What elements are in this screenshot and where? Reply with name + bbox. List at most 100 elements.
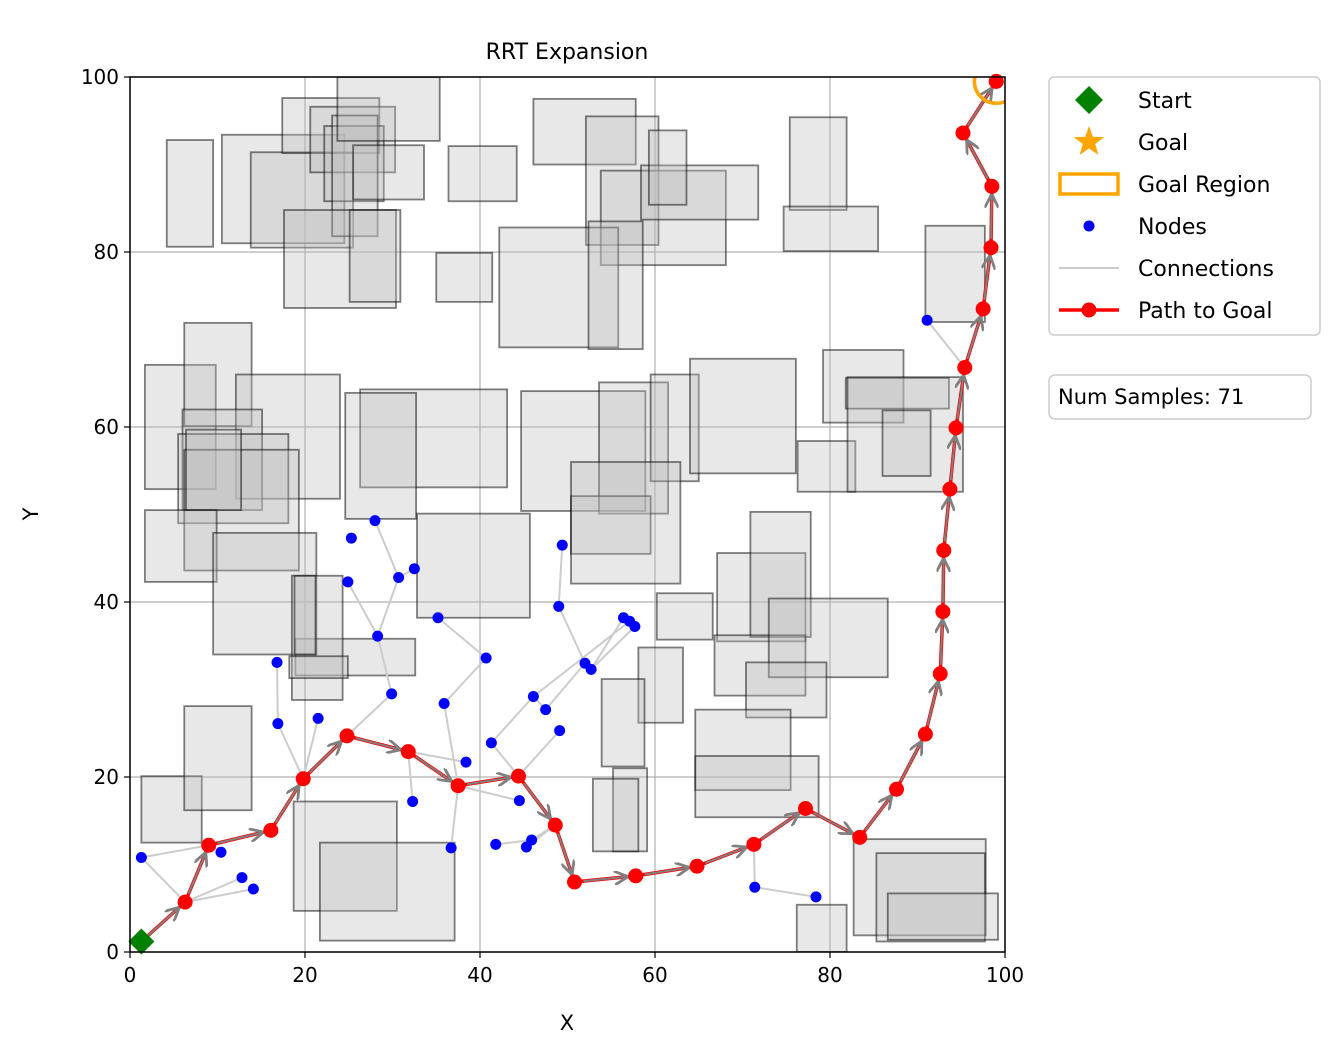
path-node [936,542,952,558]
y-tick-label: 0 [106,940,119,964]
path-arrow [415,755,451,781]
path-node [984,178,1000,194]
y-tick-label: 80 [94,240,119,264]
tree-node [236,872,248,884]
x-tick-label: 20 [292,963,317,987]
tree-node [369,515,381,527]
connection-line [140,856,186,903]
connection-line [184,888,254,904]
connection-line [407,751,414,802]
obstacle-rect [745,661,828,719]
plot-frame [129,76,1006,953]
obstacle-rect [183,705,253,812]
obstacle-rect [796,440,857,493]
tree-node [312,712,324,724]
tree-node [271,656,283,668]
tree-node [408,563,420,575]
goal-group [972,77,1005,105]
path-node [798,801,813,816]
connection-line [376,635,393,695]
tree-node [272,718,284,730]
path-node [547,817,563,833]
tree-node [921,314,933,326]
tree-node [553,600,565,612]
obstacle-rect [600,678,646,768]
tree-node [490,838,502,850]
tree-node [629,621,641,632]
legend-connections: Connections [1059,257,1274,282]
path-node [942,481,958,497]
tree-node [480,652,492,664]
path-arrow [466,778,510,785]
path-node [567,874,582,890]
obstacle-rect [647,129,688,206]
path-node [932,666,948,682]
x-tick-label: 100 [986,963,1024,987]
obstacle-rect [435,251,494,303]
obstacle-rect [288,655,349,680]
connection-line [141,844,209,859]
obstacle-rect [655,592,714,641]
obstacle-rect [359,388,509,489]
path-node [511,768,526,784]
path-arrow [812,811,851,833]
x-axis-label: X [560,1011,574,1035]
connection-line [457,784,520,802]
obstacle-rect [788,116,848,211]
obstacle-rect [293,574,317,656]
path-arrow [941,621,943,665]
tree-node [513,795,525,807]
obstacle-rect [881,409,932,477]
obstacle-rect [782,205,880,253]
obstacle-rect [612,767,649,853]
path-arrow [991,195,992,239]
y-tick-label: 100 [81,65,119,89]
obstacle-rect [598,381,670,515]
obstacle-rect [846,376,964,493]
tree-node [526,834,538,846]
tree-node [485,737,497,749]
obstacle-rect [143,509,218,583]
path-arrow [217,832,263,845]
path-arrow [583,877,626,881]
tree-node [556,539,568,551]
connection-line [450,785,460,848]
path-node [935,604,951,620]
chart-title: RRT Expansion [486,40,649,65]
obstacle-rect [336,77,441,142]
obstacle-rect [292,800,398,912]
connection-line [376,577,400,637]
obstacle-rect [694,755,820,819]
connection-line [754,886,817,898]
tree-node [372,630,384,642]
path-arrow [705,848,745,864]
path-node [400,744,416,760]
connection-line [443,657,487,705]
legend-goal: Goal [1073,126,1188,156]
tree-node [345,532,357,544]
path-arrow [147,908,178,937]
y-tick-label: 40 [94,590,119,614]
legend: Start Goal Goal Region Nodes Connections Path… [1048,76,1321,336]
path-node [983,240,999,256]
path-arrow [557,833,571,874]
legend-label: Connections [1138,257,1274,282]
path-node [177,894,193,910]
obstacle-rect [447,145,518,203]
connection-line [557,545,564,607]
legend-label: Start [1138,89,1192,114]
connection-line [346,581,379,637]
path-arrow [760,814,798,841]
tree-node [215,846,227,858]
obstacle-rect [348,209,402,303]
connection-line [557,605,586,664]
obstacles [140,77,999,952]
obstacle-rect [165,139,215,248]
legend-label: Nodes [1138,215,1207,240]
y-axis-label: Y [19,507,43,521]
obstacle-rect [185,428,243,512]
obstacle-rect [886,892,999,941]
connection-line [517,729,561,777]
obstacle-rect [331,114,379,238]
